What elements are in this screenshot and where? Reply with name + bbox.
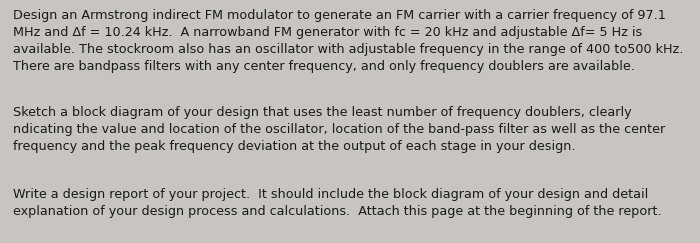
Text: Sketch a block diagram of your design that uses the least number of frequency do: Sketch a block diagram of your design th…: [13, 106, 665, 153]
Text: Design an Armstrong indirect FM modulator to generate an FM carrier with a carri: Design an Armstrong indirect FM modulato…: [13, 9, 683, 72]
Text: Write a design report of your project.  It should include the block diagram of y: Write a design report of your project. I…: [13, 188, 662, 218]
